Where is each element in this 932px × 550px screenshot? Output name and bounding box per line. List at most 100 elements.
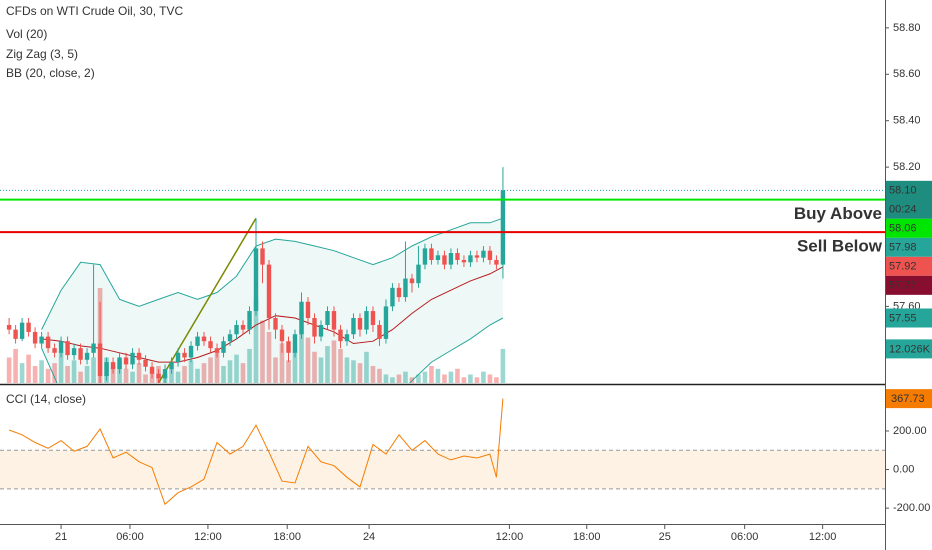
- y-tick-label: 58.60: [893, 68, 921, 80]
- cci-band: [0, 450, 885, 489]
- candle-body: [351, 318, 356, 335]
- volume-bar: [13, 348, 18, 383]
- price-axis-label-text: 58.10: [889, 185, 917, 197]
- candle-body: [78, 348, 83, 360]
- candle-body: [370, 311, 376, 325]
- volume-bar: [84, 365, 90, 383]
- price-axis-label-text: 57.77: [889, 280, 917, 292]
- candle-body: [344, 334, 350, 342]
- candle-body: [494, 259, 499, 265]
- candle-body: [377, 324, 382, 339]
- candle-body: [65, 341, 70, 356]
- volume-bar: [6, 357, 12, 383]
- volume-bar: [136, 363, 142, 383]
- candle-body: [286, 341, 291, 353]
- volume-bar: [130, 371, 135, 383]
- bb-fill: [41, 218, 503, 383]
- price-axis-label: [886, 237, 932, 257]
- candle-body: [97, 343, 103, 377]
- x-tick-label: 18:00: [273, 531, 301, 543]
- candle-body: [260, 248, 265, 265]
- y-tick-label: 200.00: [893, 425, 927, 437]
- volume-bar: [253, 297, 259, 383]
- candle-body: [429, 248, 434, 260]
- cci-pane: [0, 398, 885, 506]
- bb-lower: [41, 317, 504, 383]
- x-tick-label: 18:00: [573, 531, 601, 543]
- price-axis-label: [886, 339, 932, 359]
- volume-bar: [65, 365, 70, 383]
- candle-body: [500, 190, 506, 265]
- candle-body: [45, 336, 51, 349]
- volume-bar: [344, 357, 350, 383]
- candle-body: [331, 311, 337, 330]
- candle-body: [26, 322, 31, 332]
- volume-bar: [169, 368, 174, 383]
- volume-bar: [110, 365, 116, 383]
- price-pane: [0, 167, 885, 383]
- candle-body: [104, 362, 109, 377]
- x-tick-label: 12:00: [496, 531, 524, 543]
- volume-bar: [396, 374, 402, 383]
- bb-upper: [41, 217, 504, 330]
- cci-line: [8, 398, 504, 506]
- cci-axis-label: [886, 389, 932, 409]
- candle-body: [182, 352, 187, 358]
- volume-bar: [474, 377, 480, 383]
- candle-body: [227, 334, 233, 342]
- x-tick-label: 12:00: [194, 531, 222, 543]
- candle-body: [435, 255, 441, 260]
- candle-body: [149, 366, 155, 374]
- candle-body: [130, 352, 135, 365]
- volume-bar: [123, 368, 129, 383]
- volume-bar: [429, 365, 434, 383]
- x-tick-label: 06:00: [116, 531, 144, 543]
- price-axis-label: [886, 308, 932, 328]
- candle-body: [312, 318, 317, 337]
- candle-body: [357, 318, 363, 330]
- candle-body: [71, 348, 77, 356]
- volume-bar: [468, 374, 473, 383]
- candle-body: [461, 259, 467, 263]
- candle-body: [403, 278, 408, 298]
- candle-body: [169, 362, 174, 370]
- y-tick-label: 0.00: [893, 463, 914, 475]
- volume-bar: [143, 374, 148, 383]
- candle-body: [266, 264, 272, 319]
- volume-bar: [266, 331, 272, 383]
- indicator-name: CCI (14, close): [6, 392, 86, 406]
- volume-bar: [71, 360, 77, 383]
- volume-bar: [299, 312, 304, 383]
- candle-body: [214, 348, 220, 353]
- volume-bar: [377, 368, 382, 383]
- candle-body: [487, 250, 493, 260]
- candle-body: [58, 341, 64, 353]
- volume-bar: [351, 360, 356, 383]
- candle-body: [110, 362, 116, 370]
- volume-bar: [175, 371, 181, 383]
- volume-bar: [260, 320, 265, 383]
- indicator-name: Vol (20): [6, 27, 47, 41]
- candle-body: [208, 341, 213, 349]
- candle-body: [396, 287, 402, 298]
- volume-bar: [318, 357, 324, 383]
- volume-bar: [32, 365, 38, 383]
- candle-body: [123, 357, 129, 365]
- volume-bar: [234, 354, 239, 383]
- volume-bar: [455, 368, 460, 383]
- volume-bar: [52, 363, 57, 383]
- candle-body: [247, 311, 252, 330]
- x-tick-label: 25: [659, 531, 671, 543]
- volume-bar: [383, 374, 389, 383]
- x-tick-label: 24: [363, 531, 375, 543]
- volume-bar: [19, 363, 25, 383]
- candle-body: [299, 301, 304, 335]
- price-axis-label-text: 57.98: [889, 242, 917, 254]
- volume-bar: [435, 368, 441, 383]
- volume-bar: [338, 348, 343, 383]
- volume-bar: [247, 348, 252, 383]
- candle-body: [292, 334, 298, 353]
- volume-bar: [78, 371, 83, 383]
- volume-bar: [422, 371, 428, 383]
